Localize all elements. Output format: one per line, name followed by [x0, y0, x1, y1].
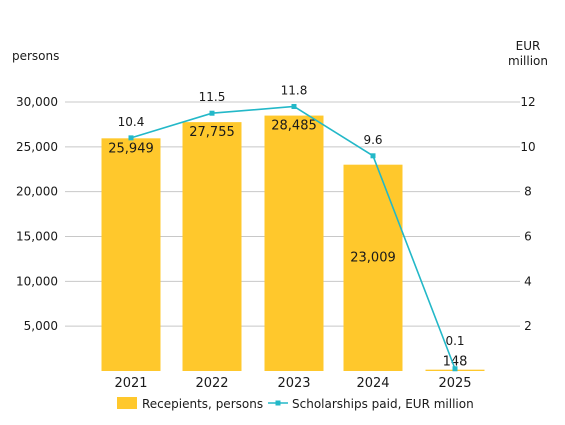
- category-labels: 2021 2022 2023 2024 2025: [114, 376, 471, 391]
- bars: 25,949 27,755 28,485 23,009 148: [101, 115, 485, 372]
- line-value-label: 11.5: [199, 90, 226, 104]
- right-axis-tick-label: 8: [524, 185, 532, 199]
- right-axis-unit-line1: EUR: [516, 39, 541, 53]
- line-point: [128, 135, 134, 141]
- bar-value-label: 27,755: [189, 125, 235, 140]
- line-value-label: 11.8: [281, 83, 308, 97]
- left-axis-tick-label: 25,000: [16, 140, 58, 154]
- line-value-label: 10.4: [118, 115, 145, 129]
- bar: [343, 164, 403, 371]
- right-axis-tick-label: 4: [524, 274, 532, 288]
- category-label: 2025: [438, 376, 471, 391]
- legend-swatch-marker: [275, 400, 281, 406]
- legend-label-line: Scholarships paid, EUR million: [292, 397, 474, 411]
- category-label: 2024: [356, 376, 389, 391]
- bar: [264, 115, 324, 371]
- legend: Recepients, persons Scholarships paid, E…: [117, 397, 474, 411]
- category-label: 2021: [114, 376, 147, 391]
- bar: [101, 138, 161, 371]
- line-point: [370, 153, 376, 159]
- line-series: 10.4 11.5 11.8 9.6 0.1: [118, 83, 465, 372]
- right-axis-tick-label: 6: [524, 230, 532, 244]
- legend-swatch-bars: [117, 397, 137, 409]
- right-axis-tick-label: 10: [520, 140, 535, 154]
- left-axis-tick-label: 15,000: [16, 230, 58, 244]
- category-label: 2022: [195, 376, 228, 391]
- line-value-label: 9.6: [363, 133, 382, 147]
- right-axis: EUR million 2 4 6 8 10 12: [508, 39, 548, 333]
- bar-value-label: 148: [443, 355, 468, 370]
- line-point: [291, 103, 297, 109]
- right-axis-unit-line2: million: [508, 54, 548, 68]
- right-axis-tick-label: 12: [520, 95, 535, 109]
- bar-value-label: 28,485: [271, 119, 317, 134]
- line-point: [209, 110, 215, 116]
- category-label: 2023: [277, 376, 310, 391]
- left-axis: persons 5,000 10,000 15,000 20,000 25,000 30,…: [12, 49, 59, 333]
- line-value-label: 0.1: [445, 334, 464, 348]
- legend-label-bars: Recepients, persons: [142, 397, 263, 411]
- left-axis-tick-label: 5,000: [24, 319, 58, 333]
- left-axis-tick-label: 10,000: [16, 274, 58, 288]
- right-axis-tick-label: 2: [524, 319, 532, 333]
- bar-value-label: 23,009: [350, 251, 396, 266]
- left-axis-tick-label: 30,000: [16, 95, 58, 109]
- left-axis-unit: persons: [12, 49, 59, 63]
- left-axis-tick-label: 20,000: [16, 185, 58, 199]
- line-point: [452, 366, 458, 372]
- bar: [182, 122, 242, 372]
- bar-value-label: 25,949: [108, 141, 154, 156]
